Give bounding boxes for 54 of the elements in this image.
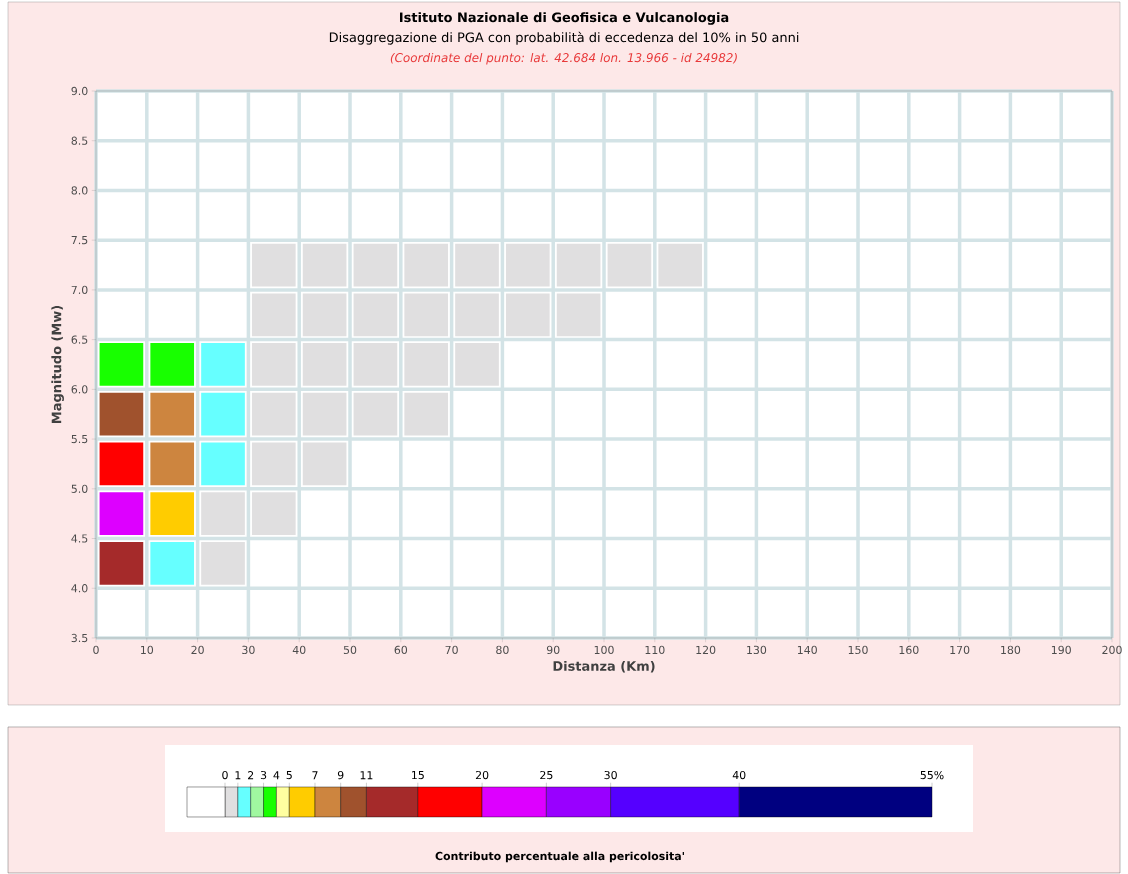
y-tick-label: 5.5 bbox=[71, 435, 88, 444]
y-tick-label: 4.5 bbox=[71, 534, 88, 543]
x-tick-label: 200 bbox=[1102, 645, 1122, 655]
y-axis-title: Magnitudo (Mw) bbox=[51, 305, 64, 423]
color-bar-label: 3 bbox=[260, 770, 267, 780]
x-tick-label: 70 bbox=[445, 645, 458, 655]
x-tick-label: 120 bbox=[696, 645, 716, 655]
color-bar-label: 20 bbox=[475, 770, 489, 780]
y-tick-label: 7.5 bbox=[71, 236, 88, 245]
y-tick-label: 5.0 bbox=[71, 484, 88, 493]
color-bar-label: 55% bbox=[920, 770, 944, 780]
y-tick-label: 6.0 bbox=[71, 385, 88, 394]
x-tick-label: 110 bbox=[645, 645, 665, 655]
x-tick-label: 90 bbox=[546, 645, 560, 655]
color-bar-label: 5 bbox=[286, 771, 292, 780]
x-tick-label: 160 bbox=[899, 645, 919, 655]
x-tick-label: 140 bbox=[797, 645, 817, 655]
x-tick-label: 60 bbox=[394, 645, 408, 655]
x-tick-label: 30 bbox=[242, 645, 255, 655]
color-bar-label: 1 bbox=[235, 771, 241, 780]
y-tick-label: 6.5 bbox=[71, 335, 88, 344]
y-tick-label: 3.5 bbox=[71, 633, 88, 643]
chart-title: Istituto Nazionale di Geofisica e Vulcanologia bbox=[400, 12, 729, 25]
x-tick-label: 50 bbox=[343, 645, 357, 655]
x-tick-label: 180 bbox=[1001, 645, 1021, 655]
y-tick-label: 7.0 bbox=[71, 285, 88, 295]
color-bar-label: 40 bbox=[732, 770, 746, 780]
y-tick-label: 4.0 bbox=[71, 584, 88, 593]
color-bar-label: 30 bbox=[604, 770, 617, 780]
x-tick-label: 190 bbox=[1051, 645, 1071, 655]
x-tick-label: 20 bbox=[191, 645, 204, 655]
color-bar-label: 11 bbox=[360, 771, 373, 780]
color-bar-title: Contributo percentuale alla pericolosita' bbox=[435, 851, 684, 863]
y-tick-label: 8.0 bbox=[71, 186, 88, 195]
x-tick-label: 0 bbox=[93, 645, 99, 655]
chart-subtitle: Disaggregazione di PGA con probabilità di eccedenza del 10% in 50 anni bbox=[329, 31, 799, 45]
color-bar-label: 7 bbox=[312, 771, 318, 780]
color-bar-label: 15 bbox=[412, 771, 424, 780]
text: (Coordinate del punto: lat. 42.684 lon. 13.966 - id 24982) bbox=[390, 52, 737, 65]
color-bar-label: 25 bbox=[540, 770, 553, 780]
color-bar-label: 0 bbox=[222, 770, 228, 780]
x-tick-label: 80 bbox=[496, 645, 509, 655]
y-tick-label: 8.5 bbox=[71, 136, 88, 145]
color-bar-label: 4 bbox=[273, 771, 280, 780]
x-tick-label: 100 bbox=[594, 645, 614, 655]
x-axis-title: Distanza (Km) bbox=[553, 660, 655, 673]
color-bar-label: 2 bbox=[248, 771, 254, 780]
x-tick-label: 170 bbox=[950, 645, 970, 655]
x-tick-label: 130 bbox=[747, 645, 767, 655]
color-bar-label: 9 bbox=[337, 770, 344, 780]
x-tick-label: 40 bbox=[292, 645, 306, 655]
x-tick-label: 150 bbox=[848, 645, 868, 655]
x-tick-label: 10 bbox=[141, 645, 154, 655]
y-tick-label: 9.0 bbox=[71, 86, 88, 96]
